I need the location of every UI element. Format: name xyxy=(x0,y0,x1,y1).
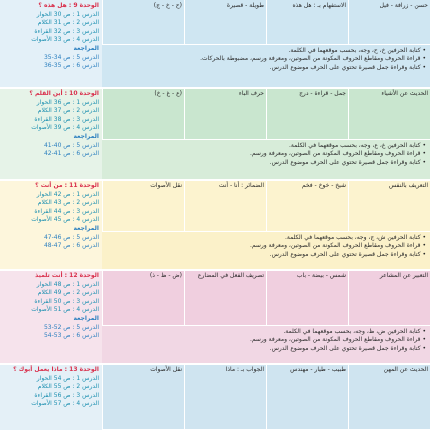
lesson-line: الدرس 4 : ص 51 الأصوات xyxy=(31,306,99,314)
unit-grid: حسن - زرافة - فيل الاستفهام بـ : هل هذه … xyxy=(102,0,430,88)
activity-cell: نقل الأصوات xyxy=(102,180,184,232)
writing-notes: • كتابة الحرفين ض، ظ، وجه، بحسب موقعهما … xyxy=(102,326,430,355)
writing-notes: • كتابة الحرفين ش، ج، وجه، بحسب موقعهما … xyxy=(102,232,430,261)
lesson-line: الدرس 3 : ص 32 القراءة xyxy=(34,27,99,35)
unit-band: الحديث عن الأشياء جمل - قراءة - درج حرف … xyxy=(0,88,430,180)
activity-cell: التعبير عن المشاعر xyxy=(348,270,430,326)
unit-lessons: الوحدة 13 : ماذا يعمل أبوك ؟ الدرس 1 : ص… xyxy=(0,364,102,430)
unit-title: الوحدة 11 : من أنت ؟ xyxy=(35,182,99,189)
activity-cell: الاستفهام بـ : هل هذه xyxy=(266,0,348,45)
review-heading: المراجعة xyxy=(73,132,99,140)
unit-title: الوحدة 12 : أنت تلميذ xyxy=(35,272,99,279)
review-line: الدرس 6 : ص 47-48 xyxy=(43,242,99,250)
activity-cell: الجواب بـ : ماذا xyxy=(184,364,266,430)
note-line: • كتابة الحرفين ض، ظ، وجه، بحسب موقعهما … xyxy=(283,328,426,335)
note-line: • كتابة وقراءة جمل قصيرة تحتوي على الحرف… xyxy=(269,250,426,258)
unit-lessons: الوحدة 10 : أين القلم ؟ الدرس 1 : ص 36 ا… xyxy=(0,88,102,180)
unit-lessons: الوحدة 11 : من أنت ؟ الدرس 1 : ص 42 الحو… xyxy=(0,180,102,270)
activity-cell: تصريف الفعل في المضارع xyxy=(184,270,266,326)
review-line: الدرس 5 : ص 34-35 xyxy=(43,53,99,61)
activity-cell: شيخ - خوخ - فخم xyxy=(266,180,348,232)
lesson-line: الدرس 4 : ص 39 الأصوات xyxy=(31,124,99,132)
note-line: • كتابة وقراءة جمل قصيرة تحتوي على الحرف… xyxy=(269,63,426,71)
band-divider xyxy=(0,363,430,365)
activity-cell: حرف الباء xyxy=(184,88,266,140)
unit-lessons: الوحدة 12 : أنت تلميذ الدرس 1 : ص 48 الح… xyxy=(0,270,102,364)
lesson-line: الدرس 1 : ص 42 الحوار xyxy=(36,190,99,198)
unit-band: التعبير عن المشاعر شمس - بيضة - باب تصري… xyxy=(0,270,430,364)
unit-title: الوحدة 9 : هل هذه ؟ xyxy=(38,2,99,9)
writing-notes: • كتابة الحرفين خ، ح، وجه، بحسب موقعهما … xyxy=(102,45,430,74)
note-line: • كتابة الحرفين خ، ح، وجه، بحسب موقعهما … xyxy=(288,47,426,54)
lesson-line: الدرس 4 : ص 57 الأصوات xyxy=(31,400,99,408)
lesson-line: الدرس 2 : ص 55 الكلام xyxy=(37,383,99,391)
activity-cell: التعريف بالنفس xyxy=(348,180,430,232)
note-line: • قراءة الحروف ومقاطع الحروف المكونة من … xyxy=(249,336,426,344)
lesson-line: الدرس 4 : ص 33 الأصوات xyxy=(31,36,99,44)
review-line: الدرس 6 : ص 53-54 xyxy=(43,332,99,340)
activity-cell: جمل - قراءة - درج xyxy=(266,88,348,140)
lesson-line: الدرس 3 : ص 44 القراءة xyxy=(34,207,99,215)
unit-grid: الحديث عن المهن طبيب - طيار - مهندس الجو… xyxy=(102,364,430,430)
activity-cell: نقل الأصوات xyxy=(102,364,184,430)
lesson-line: الدرس 1 : ص 54 الحوار xyxy=(36,374,99,382)
activity-cell: (ح - خ - ج) xyxy=(102,0,184,45)
activity-cell: الحديث عن الأشياء xyxy=(348,88,430,140)
review-line: الدرس 5 : ص 46-47 xyxy=(43,233,99,241)
activity-cell: طبيب - طيار - مهندس xyxy=(266,364,348,430)
review-line: الدرس 5 : ص 40-41 xyxy=(43,141,99,149)
note-line: • قراءة الحروف ومقاطع الحروف المكونة من … xyxy=(249,242,426,250)
note-line: • كتابة الحرفين ش، ج، وجه، بحسب موقعهما … xyxy=(284,234,426,241)
activity-cell: شمس - بيضة - باب xyxy=(266,270,348,326)
unit-title: الوحدة 10 : أين القلم ؟ xyxy=(29,90,99,97)
note-line: • كتابة وقراءة جمل قصيرة تحتوي على الحرف… xyxy=(269,344,426,352)
activity-cell: طويلة - قصيرة xyxy=(184,0,266,45)
lesson-line: الدرس 1 : ص 30 الحوار xyxy=(36,10,99,18)
unit-grid: التعريف بالنفس شيخ - خوخ - فخم الضمائر :… xyxy=(102,180,430,270)
review-line: الدرس 5 : ص 52-53 xyxy=(43,323,99,331)
lesson-line: الدرس 2 : ص 31 الكلام xyxy=(37,19,99,27)
review-heading: المراجعة xyxy=(73,314,99,322)
lesson-line: الدرس 4 : ص 45 الأصوات xyxy=(31,216,99,224)
review-heading: المراجعة xyxy=(73,224,99,232)
review-heading: المراجعة xyxy=(73,44,99,52)
writing-notes: • كتابة الحرفين غ، ع، وجه، بحسب موقعهما … xyxy=(102,140,430,169)
unit-lessons: الوحدة 9 : هل هذه ؟ الدرس 1 : ص 30 الحوا… xyxy=(0,0,102,88)
review-line: الدرس 6 : ص 41-42 xyxy=(43,150,99,158)
note-line: • قراءة الحروف ومقاطع الحروف المكونة من … xyxy=(200,55,426,63)
lesson-line: الدرس 3 : ص 50 القراءة xyxy=(34,297,99,305)
lesson-line: الدرس 3 : ص 56 القراءة xyxy=(34,391,99,399)
lesson-line: الدرس 2 : ص 37 الكلام xyxy=(37,107,99,115)
band-divider xyxy=(0,179,430,181)
lesson-line: الدرس 2 : ص 49 الكلام xyxy=(37,289,99,297)
lesson-line: الدرس 1 : ص 36 الحوار xyxy=(36,98,99,106)
activity-cell: الحديث عن المهن xyxy=(348,364,430,430)
lesson-line: الدرس 1 : ص 48 الحوار xyxy=(36,280,99,288)
lesson-line: الدرس 3 : ص 38 القراءة xyxy=(34,115,99,123)
band-divider xyxy=(0,269,430,271)
unit-band: حسن - زرافة - فيل الاستفهام بـ : هل هذه … xyxy=(0,0,430,88)
note-line: • كتابة الحرفين غ، ع، وجه، بحسب موقعهما … xyxy=(289,142,426,149)
lesson-line: الدرس 2 : ص 43 الكلام xyxy=(37,199,99,207)
note-line: • قراءة الحروف ومقاطع الحروف المكونة من … xyxy=(249,150,426,158)
activity-cell: (ع - غ - خ) xyxy=(102,88,184,140)
unit-grid: التعبير عن المشاعر شمس - بيضة - باب تصري… xyxy=(102,270,430,364)
activity-cell: حسن - زرافة - فيل xyxy=(348,0,430,45)
activity-cell: (ض - ظ - ذ) xyxy=(102,270,184,326)
unit-band: الحديث عن المهن طبيب - طيار - مهندس الجو… xyxy=(0,364,430,430)
unit-band: التعريف بالنفس شيخ - خوخ - فخم الضمائر :… xyxy=(0,180,430,270)
unit-grid: الحديث عن الأشياء جمل - قراءة - درج حرف … xyxy=(102,88,430,180)
review-line: الدرس 6 : ص 35-36 xyxy=(43,62,99,70)
unit-title: الوحدة 13 : ماذا يعمل أبوك ؟ xyxy=(13,366,99,373)
activity-cell: الضمائر : أنا - أنت xyxy=(184,180,266,232)
band-divider xyxy=(0,87,430,89)
note-line: • كتابة وقراءة جمل قصيرة تحتوي على الحرف… xyxy=(269,158,426,166)
